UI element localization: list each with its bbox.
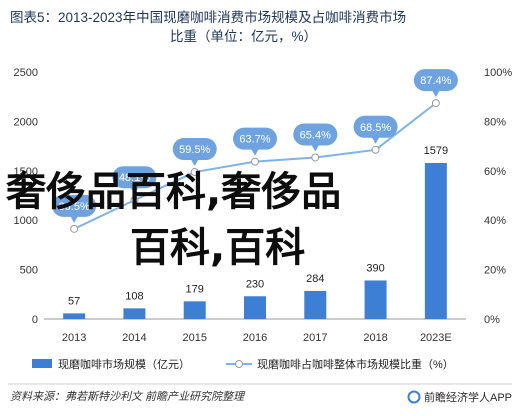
- right-tick-label: 80%: [484, 116, 506, 128]
- bar: [183, 301, 206, 319]
- brand-logo-icon: [407, 390, 421, 404]
- source-note: 资料来源：弗若斯特沙利文 前瞻产业研究院整理: [10, 390, 246, 403]
- callout-bubble: [233, 127, 277, 150]
- left-tick-label: 2500: [14, 67, 38, 79]
- callout-pointer: [190, 159, 199, 167]
- callout-bubble: [413, 69, 458, 92]
- bar: [123, 308, 146, 319]
- share-point: [70, 224, 79, 233]
- chart-title-line1: 图表5：2013-2023年中国现磨咖啡消费市场规模及占咖啡消费市场: [10, 9, 406, 25]
- right-tick-label: 40%: [484, 215, 506, 227]
- bar-value-label: 390: [366, 262, 384, 274]
- left-tick-label: 1500: [14, 166, 38, 178]
- callout-bubble: [112, 166, 157, 189]
- right-tick-label: 20%: [484, 265, 506, 277]
- callout-pointer: [130, 187, 139, 195]
- x-tick-label: 2014: [122, 332, 146, 344]
- callout-pointer: [431, 90, 440, 98]
- callout-bubble: [293, 123, 338, 146]
- left-tick-label: 2000: [14, 116, 38, 128]
- left-axis-ticks: 0 500 1000 1500 2000 2500: [14, 67, 38, 326]
- bar-value-label: 108: [125, 290, 143, 302]
- bar-value-label: 230: [246, 278, 264, 290]
- line-value-callouts: 36.5% 48.1% 59.5% 63.7% 65.4% 68.5% 87.4%: [52, 69, 458, 223]
- bar: [63, 313, 86, 319]
- share-point: [251, 157, 259, 166]
- legend-bar-swatch: [32, 359, 52, 368]
- right-tick-label: 100%: [484, 67, 512, 79]
- x-tick-label: 2023E: [420, 332, 452, 344]
- brand-name: 前瞻经济学人APP: [424, 390, 512, 404]
- bar: [244, 296, 266, 319]
- right-tick-label: 60%: [484, 166, 506, 178]
- brand-mark: 前瞻经济学人APP: [407, 390, 512, 404]
- x-tick-label: 2016: [243, 332, 267, 344]
- bar: [364, 280, 387, 319]
- x-axis-ticks: 2013 2014 2015 2016 2017 2018 2023E: [62, 332, 452, 344]
- share-point: [311, 153, 320, 162]
- share-point: [190, 168, 199, 177]
- callout-pointer: [70, 215, 79, 223]
- legend-line-marker: [235, 360, 243, 368]
- share-point: [431, 99, 440, 108]
- callout-label: 59.5%: [179, 144, 210, 156]
- x-tick-label: 2018: [363, 332, 387, 344]
- callout-bubble: [353, 115, 398, 138]
- watermark-line1: 奢侈品百科,奢侈品: [6, 169, 341, 215]
- callout-label: 36.5%: [59, 201, 90, 213]
- callout-label: 48.1%: [119, 172, 150, 184]
- bar-value-labels: 57 108 179 230 284 390 1579: [68, 145, 448, 307]
- callout-pointer: [251, 148, 259, 156]
- share-point: [130, 196, 139, 205]
- callout-label: 65.4%: [300, 129, 331, 141]
- x-tick-label: 2015: [182, 332, 206, 344]
- legend-bar-label: 现磨咖啡市场规模（亿元）: [58, 357, 190, 371]
- left-tick-label: 0: [32, 314, 38, 326]
- chart-title-line2: 比重（单位：亿元，%）: [170, 29, 317, 44]
- bar-value-label: 179: [186, 283, 204, 295]
- bar-series: [63, 162, 447, 319]
- callout-label: 87.4%: [420, 75, 451, 87]
- right-tick-label: 0%: [484, 314, 500, 326]
- legend: 现磨咖啡市场规模（亿元） 现磨咖啡占咖啡整体市场规模比重（%）: [32, 357, 454, 371]
- callout-bubble: [52, 194, 97, 217]
- left-tick-label: 500: [20, 265, 38, 277]
- bar-value-label: 1579: [424, 145, 448, 157]
- bar-value-label: 284: [306, 273, 324, 285]
- x-tick-label: 2017: [303, 332, 327, 344]
- callout-label: 68.5%: [360, 122, 391, 134]
- legend-line-label: 现磨咖啡占咖啡整体市场规模比重（%）: [257, 357, 454, 371]
- watermark-line2: 百科,百科: [130, 225, 305, 271]
- callout-label: 63.7%: [239, 134, 270, 146]
- right-axis-ticks: 0% 20% 40% 60% 80% 100%: [484, 67, 512, 326]
- share-point: [371, 145, 380, 154]
- callout-pointer: [311, 144, 320, 152]
- callout-bubble: [172, 138, 217, 161]
- line-series: [70, 99, 440, 233]
- bar: [424, 162, 447, 319]
- callout-pointer: [371, 136, 380, 144]
- x-tick-label: 2013: [62, 332, 86, 344]
- left-tick-label: 1000: [14, 215, 38, 227]
- bar: [304, 290, 327, 319]
- bar-value-label: 57: [68, 295, 80, 307]
